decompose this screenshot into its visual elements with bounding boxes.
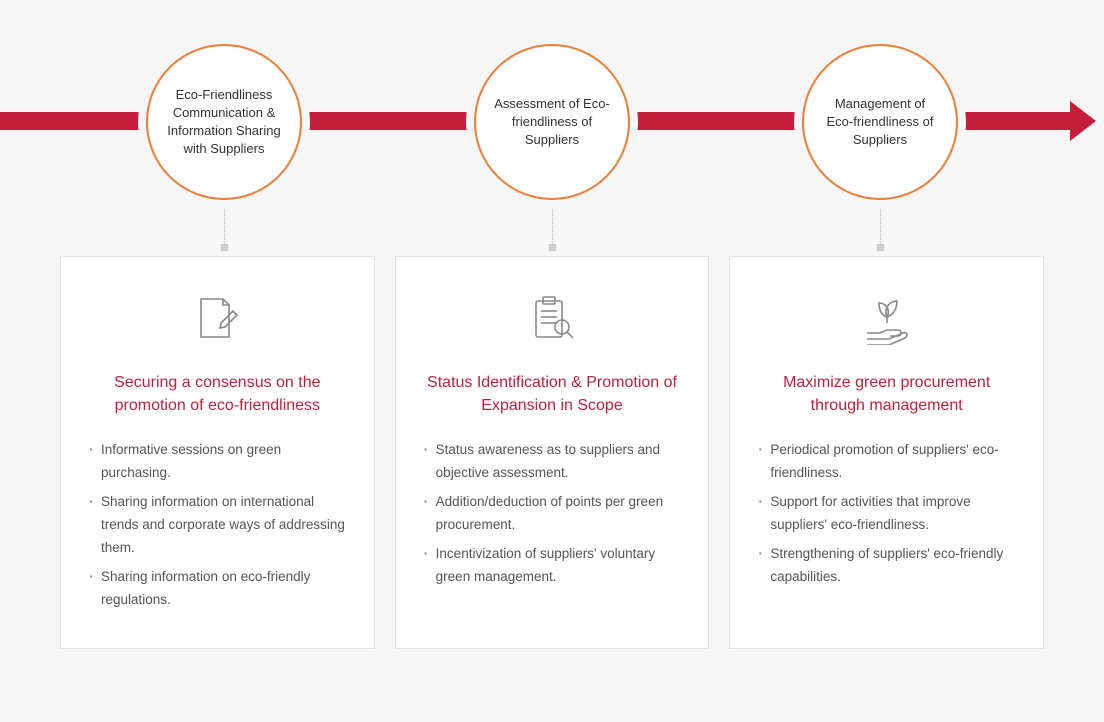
bullet-item: Periodical promotion of suppliers' eco-f… <box>758 439 1015 485</box>
card-title: Securing a consensus on the promotion of… <box>85 371 350 417</box>
card-title: Maximize green procurement through manag… <box>754 371 1019 417</box>
step-circle-3: Management of Eco-friendliness of Suppli… <box>802 44 958 200</box>
card-bullets: Status awareness as to suppliers and obj… <box>420 439 685 589</box>
step-card-1: Securing a consensus on the promotion of… <box>60 256 375 649</box>
step-circles-row: Eco-Friendliness Communication & Informa… <box>0 44 1104 200</box>
connector <box>802 200 958 251</box>
bullet-item: Sharing information on international tre… <box>89 491 346 560</box>
step-circle-label: Eco-Friendliness Communication & Informa… <box>164 86 284 159</box>
bullet-item: Sharing information on eco-friendly regu… <box>89 566 346 612</box>
document-pencil-icon <box>85 291 350 347</box>
step-circle-label: Management of Eco-friendliness of Suppli… <box>820 95 940 150</box>
clipboard-search-icon <box>420 291 685 347</box>
connector <box>146 200 302 251</box>
connectors-row <box>0 200 1104 251</box>
step-card-2: Status Identification & Promotion of Exp… <box>395 256 710 649</box>
bullet-item: Informative sessions on green purchasing… <box>89 439 346 485</box>
bullet-item: Addition/deduction of points per green p… <box>424 491 681 537</box>
bullet-item: Status awareness as to suppliers and obj… <box>424 439 681 485</box>
step-circle-1: Eco-Friendliness Communication & Informa… <box>146 44 302 200</box>
cards-row: Securing a consensus on the promotion of… <box>60 256 1044 649</box>
bullet-item: Incentivization of suppliers' voluntary … <box>424 543 681 589</box>
card-bullets: Periodical promotion of suppliers' eco-f… <box>754 439 1019 589</box>
bullet-item: Support for activities that improve supp… <box>758 491 1015 537</box>
connector <box>474 200 630 251</box>
step-circle-label: Assessment of Eco-friendliness of Suppli… <box>492 95 612 150</box>
step-card-3: Maximize green procurement through manag… <box>729 256 1044 649</box>
hand-leaf-icon <box>754 291 1019 347</box>
step-circle-2: Assessment of Eco-friendliness of Suppli… <box>474 44 630 200</box>
bullet-item: Strengthening of suppliers' eco-friendly… <box>758 543 1015 589</box>
card-title: Status Identification & Promotion of Exp… <box>420 371 685 417</box>
card-bullets: Informative sessions on green purchasing… <box>85 439 350 612</box>
